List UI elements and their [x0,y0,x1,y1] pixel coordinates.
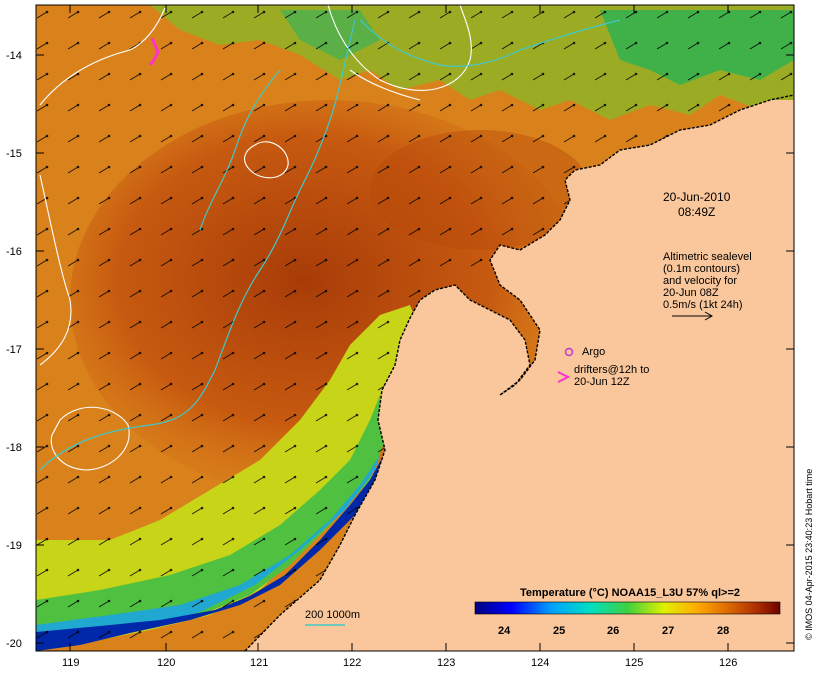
drifter-chevron-icon [557,371,571,383]
lon-tick-label: 124 [531,657,549,669]
legend-line: 0.5m/s (1kt 24h) [663,299,742,311]
isobath-lines [39,19,621,471]
colorbar-tick: 27 [662,625,674,637]
argo-label: Argo [582,346,605,358]
lon-tick-label: 123 [437,657,455,669]
lon-tick-label: 120 [157,657,175,669]
lon-tick-label: 119 [62,657,80,669]
lon-tick-label: 122 [343,657,361,669]
lon-tick-label: 126 [719,657,737,669]
lat-tick-label: -18 [6,442,22,454]
latitude-axis: -14 -15 -16 -17 -18 -19 -20 [6,50,794,650]
lon-tick-label: 121 [250,657,268,669]
sealevel-contours [39,5,472,471]
velocity-legend: Altimetric sealevel (0.1m contours) and … [663,251,752,321]
drifter-label: 20-Jun 12Z [574,376,630,388]
colorbar-title: Temperature (°C) NOAA15_L3U 57% ql>=2 [520,587,740,599]
colorbar-tick: 28 [717,625,729,637]
longitude-axis: 119 120 121 122 123 124 125 126 [62,5,737,669]
colorbar-gradient [474,601,781,615]
legend-line: (0.1m contours) [663,263,740,275]
drifter-label: drifters@12h to [574,364,649,376]
colorbar-tick: 26 [607,625,619,637]
argo-marker-icon [564,347,574,357]
lat-tick-label: -19 [6,540,22,552]
date-label: 20-Jun-2010 [663,190,731,204]
legend-line: Altimetric sealevel [663,251,752,263]
land-mass [245,100,794,651]
velocity-arrows [36,5,794,651]
temperature-colorbar: Temperature (°C) NOAA15_L3U 57% ql>=2 24… [474,587,781,637]
colorbar-tick: 24 [498,625,511,637]
legend-line: 20-Jun 08Z [663,287,719,299]
legend-line: and velocity for [663,275,737,287]
colorbar-tick: 25 [553,625,565,637]
lat-tick-label: -16 [6,246,22,258]
lat-tick-label: -14 [6,50,22,62]
lat-tick-label: -15 [6,148,22,160]
drifter-track [148,37,160,66]
lat-tick-label: -17 [6,344,22,356]
time-label: 08:49Z [678,205,715,219]
plot-border [35,4,795,652]
lon-tick-label: 125 [625,657,643,669]
isobath-label: 200 1000m [305,609,360,621]
lat-tick-label: -20 [6,638,22,650]
credit-text: © IMOS 04-Apr-2015 23:40:23 Hobart time [804,469,814,640]
